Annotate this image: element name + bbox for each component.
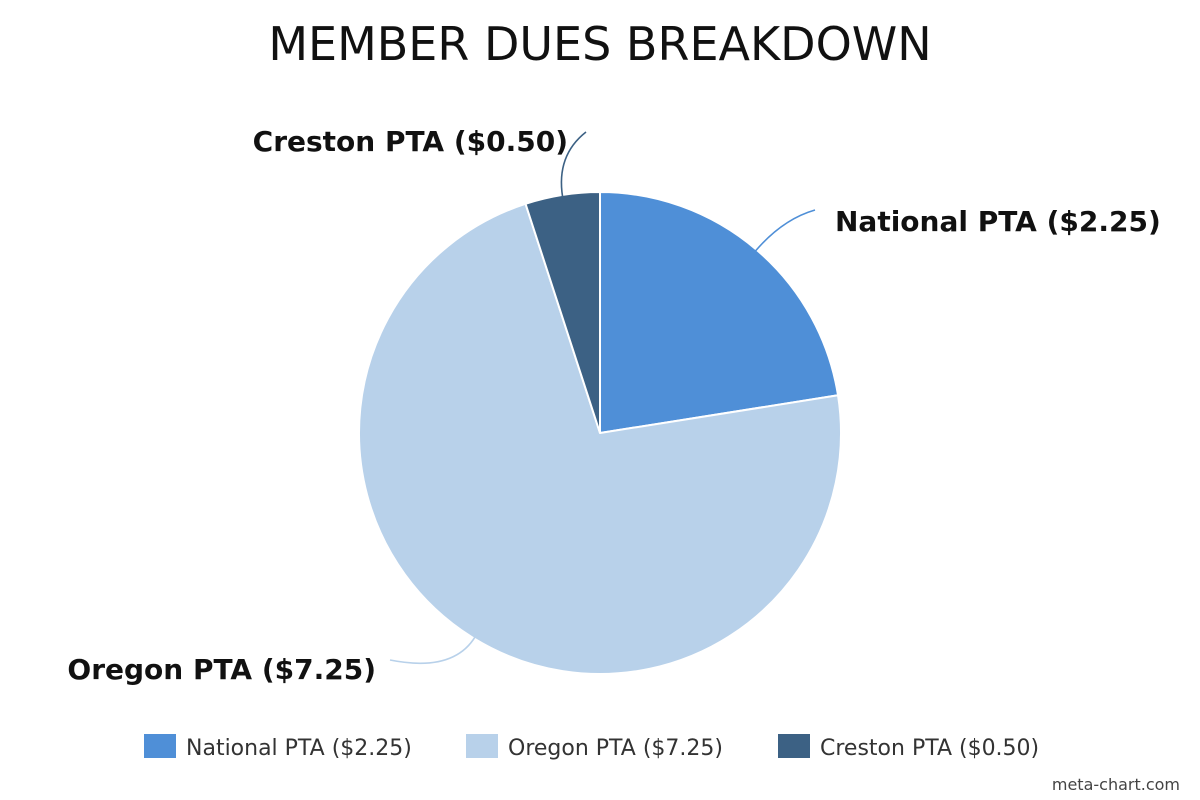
legend-label-national: National PTA ($2.25)	[186, 736, 412, 761]
pie-slice-national	[599, 191, 840, 434]
legend-label-creston: Creston PTA ($0.50)	[820, 736, 1039, 761]
legend-swatch-national	[144, 734, 176, 758]
legend-swatch-oregon	[466, 734, 498, 758]
legend: National PTA ($2.25) Oregon PTA ($7.25) …	[144, 734, 1039, 761]
leader-line-creston	[560, 131, 587, 198]
legend-label-oregon: Oregon PTA ($7.25)	[508, 736, 723, 761]
watermark: meta-chart.com	[1052, 775, 1180, 794]
leader-line-national	[754, 209, 816, 252]
legend-swatch-creston	[778, 734, 810, 758]
label-leaders	[389, 131, 816, 665]
slice-label-national: National PTA ($2.25)	[835, 205, 1161, 238]
pie-slices	[358, 191, 842, 675]
slice-label-creston: Creston PTA ($0.50)	[253, 125, 568, 158]
chart-title: MEMBER DUES BREAKDOWN	[268, 17, 931, 71]
leader-line-oregon	[389, 636, 476, 665]
slice-label-oregon: Oregon PTA ($7.25)	[67, 653, 376, 686]
